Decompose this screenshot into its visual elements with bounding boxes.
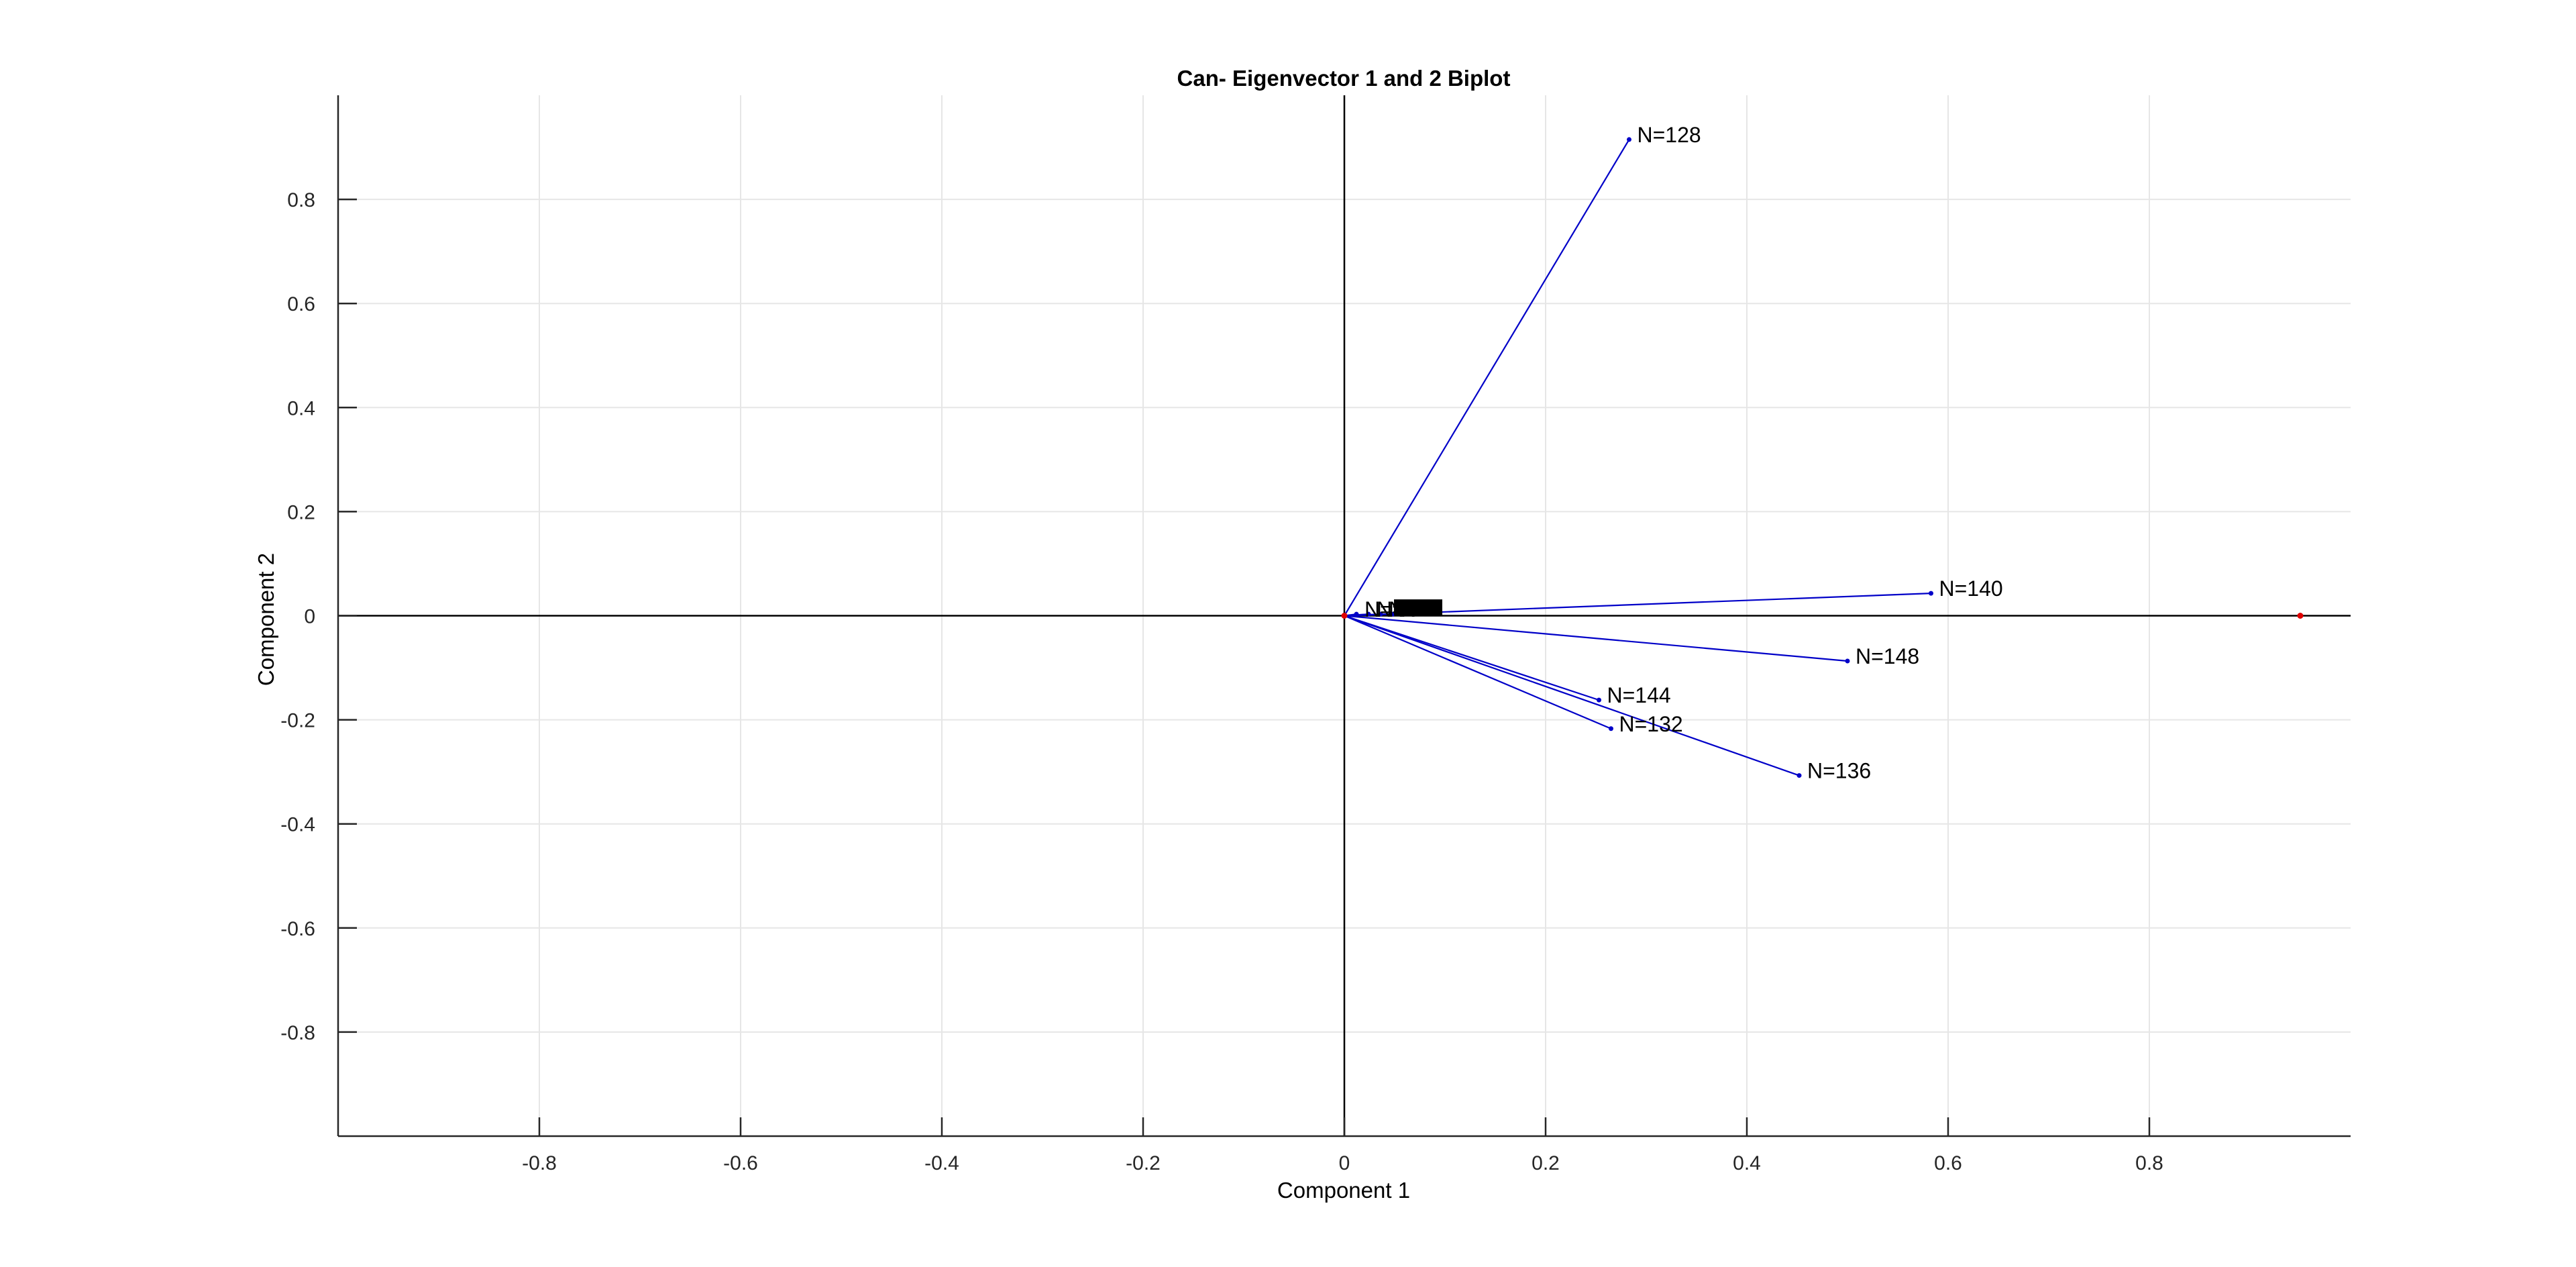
y-tick-label-0: -0.8 [280, 1022, 315, 1044]
vector-label-6: N= [1364, 597, 1393, 621]
x-tick-label-0: -0.8 [522, 1152, 557, 1174]
vector-label-7: N= [1377, 597, 1405, 621]
chart-title: Can- Eigenvector 1 and 2 Biplot [1177, 66, 1511, 91]
vectors [1344, 137, 1933, 778]
vector-tip-1 [1929, 591, 1933, 596]
vector-label-block-8 [1418, 599, 1430, 616]
y-tick-label-1: -0.6 [280, 918, 315, 940]
vector-label-3: N=144 [1607, 683, 1671, 707]
vector-label-2: N=148 [1856, 644, 1919, 668]
vector-line-3 [1344, 615, 1599, 701]
vector-tip-9 [1390, 611, 1395, 617]
y-tick-label-8: 0.8 [287, 189, 315, 211]
observation-point-1 [2297, 613, 2304, 619]
vector-label-9: N= [1401, 597, 1429, 621]
ticks: -0.8 -0.6 -0.4 -0.2 0 0.2 0.4 0.6 0.8 -0.8 -0.6 -0.… [280, 189, 2163, 1174]
vector-line-5 [1344, 615, 1800, 776]
vector-label-8: N= [1389, 597, 1417, 621]
y-tick-label-3: -0.2 [280, 710, 315, 732]
x-tick-label-7: 0.6 [1934, 1152, 1962, 1174]
x-tick-label-1: -0.6 [723, 1152, 758, 1174]
y-tick-label-6: 0.4 [287, 397, 315, 419]
y-tick-label-2: -0.4 [280, 814, 315, 836]
x-tick-label-4: 0 [1339, 1152, 1350, 1174]
vector-tip-5 [1796, 773, 1802, 778]
vector-line-9 [1344, 613, 1393, 617]
vector-label-4: N=132 [1619, 712, 1683, 736]
vector-label-1: N=140 [1939, 576, 2003, 601]
y-tick-label-5: 0.2 [287, 501, 315, 523]
vector-label-0: N=128 [1638, 123, 1701, 147]
points [1341, 613, 2304, 619]
x-axis-label: Component 1 [1277, 1178, 1410, 1203]
vector-line-2 [1344, 615, 1848, 662]
vector-tip-4 [1609, 726, 1613, 731]
vector-tip-0 [1627, 137, 1631, 142]
vector-line-0 [1344, 139, 1630, 617]
vector-label-5: N=136 [1807, 759, 1871, 783]
x-tick-label-3: -0.2 [1126, 1152, 1161, 1174]
y-tick-label-7: 0.6 [287, 293, 315, 315]
x-tick-label-2: -0.4 [924, 1152, 959, 1174]
observation-point-0 [1341, 613, 1348, 619]
vector-label-block-6 [1394, 599, 1406, 616]
y-axis-label: Component 2 [254, 553, 278, 686]
y-tick-label-4: 0 [304, 606, 315, 628]
x-tick-label-8: 0.8 [2135, 1152, 2163, 1174]
vector-tip-2 [1845, 658, 1850, 664]
vector-line-4 [1344, 615, 1611, 729]
vector-label-block-7 [1406, 599, 1418, 616]
vector-tip-3 [1597, 697, 1601, 703]
vector-label-block-9 [1430, 599, 1442, 616]
x-tick-label-6: 0.4 [1733, 1152, 1761, 1174]
x-tick-label-5: 0.2 [1532, 1152, 1560, 1174]
